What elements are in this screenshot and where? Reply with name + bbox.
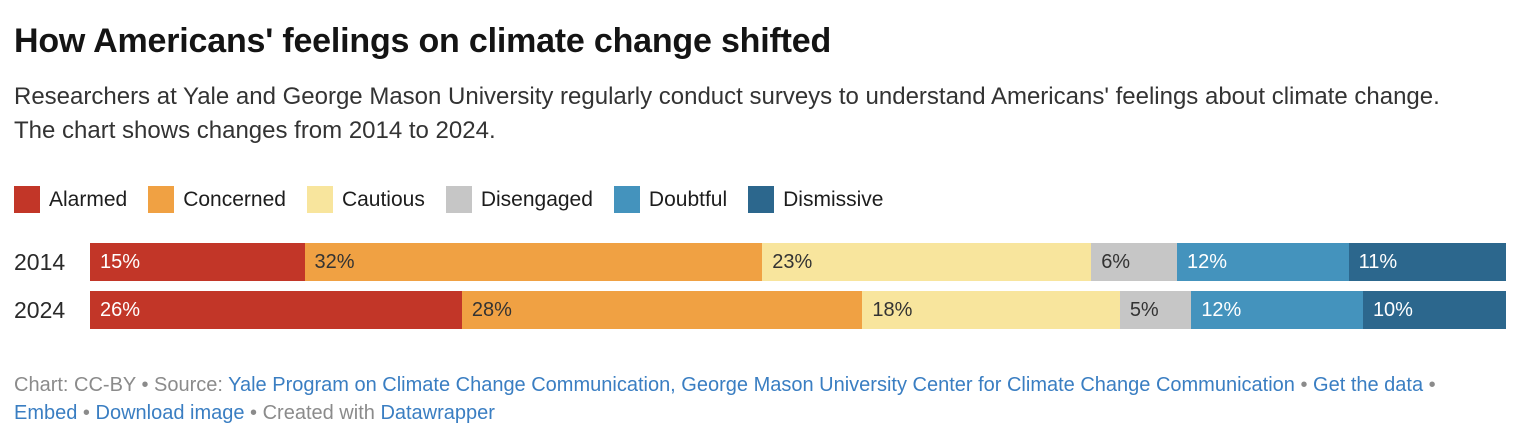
legend-item-dismissive: Dismissive: [748, 186, 883, 213]
chart-title: How Americans' feelings on climate chang…: [14, 22, 832, 60]
footer-text: •: [1423, 374, 1436, 396]
legend-label: Concerned: [183, 187, 286, 211]
bar-value-label: 12%: [1187, 251, 1228, 273]
legend-item-concerned: Concerned: [148, 186, 286, 213]
bar-segment-cautious[interactable]: 23%: [762, 243, 1092, 281]
footer-text: •: [1294, 374, 1314, 396]
bar-row-2014: 2014 15% 32% 23% 6% 12% 11%: [14, 243, 1506, 281]
bar-value-label: 6%: [1101, 251, 1131, 273]
legend-label: Alarmed: [49, 187, 128, 211]
bar-value-label: 10%: [1372, 299, 1413, 321]
footer-text: •: [77, 402, 96, 424]
legend-item-disengaged: Disengaged: [445, 186, 593, 213]
legend-swatch-alarmed-icon: [14, 186, 40, 213]
legend-swatch-disengaged-icon: [445, 186, 472, 213]
legend: Alarmed Concerned Cautious Disengaged Doubtf…: [14, 186, 1506, 213]
datawrapper-link[interactable]: Datawrapper: [380, 402, 495, 424]
bar-value-label: 18%: [872, 299, 913, 321]
footer-text: Chart: CC-BY • Source:: [14, 374, 229, 396]
chart-description: Researchers at Yale and George Mason Uni…: [14, 83, 1440, 144]
bar-segment-alarmed[interactable]: 15%: [90, 243, 305, 281]
bar-segment-concerned[interactable]: 28%: [461, 291, 863, 329]
row-label: 2014: [14, 248, 66, 275]
get-the-data-link[interactable]: Get the data: [1313, 374, 1424, 396]
bar-segment-alarmed[interactable]: 26%: [90, 291, 462, 329]
embed-link[interactable]: Embed: [14, 402, 78, 424]
bar-segment-concerned[interactable]: 32%: [304, 243, 763, 281]
bar-segment-dismissive[interactable]: 11%: [1348, 243, 1506, 281]
legend-item-cautious: Cautious: [306, 186, 425, 213]
bar-segment-disengaged[interactable]: 6%: [1091, 243, 1177, 281]
bar-value-label: 11%: [1358, 251, 1398, 273]
bar-row-2024: 2024 26% 28% 18% 5% 12% 10%: [14, 291, 1506, 329]
bar-value-label: 28%: [471, 299, 512, 321]
legend-swatch-cautious-icon: [306, 186, 333, 213]
bar-segment-doubtful[interactable]: 12%: [1177, 243, 1349, 281]
download-image-link[interactable]: Download image: [95, 402, 245, 424]
stacked-bar: 15% 32% 23% 6% 12% 11%: [90, 243, 1506, 281]
bar-value-label: 32%: [314, 251, 355, 273]
bar-value-label: 26%: [100, 299, 141, 321]
legend-swatch-concerned-icon: [148, 186, 175, 213]
legend-item-alarmed: Alarmed: [14, 186, 127, 213]
bar-value-label: 5%: [1129, 299, 1159, 321]
bar-segment-doubtful[interactable]: 12%: [1191, 291, 1363, 329]
stacked-bar-chart: 2014 15% 32% 23% 6% 12% 11% 2024 26% 28% 18% 5% 12% 1…: [14, 243, 1506, 329]
stacked-bar: 26% 28% 18% 5% 12% 10%: [90, 291, 1506, 329]
legend-item-doubtful: Doubtful: [613, 186, 728, 213]
legend-swatch-dismissive-icon: [748, 186, 775, 213]
footer: Chart: CC-BY • Source: Yale Program on C…: [14, 371, 1494, 427]
bar-value-label: 23%: [772, 251, 813, 273]
legend-label: Disengaged: [480, 187, 593, 211]
bar-segment-cautious[interactable]: 18%: [862, 291, 1120, 329]
bar-segment-disengaged[interactable]: 5%: [1119, 291, 1192, 329]
bar-value-label: 12%: [1201, 299, 1242, 321]
bar-segment-dismissive[interactable]: 10%: [1362, 291, 1506, 329]
legend-swatch-doubtful-icon: [613, 186, 640, 213]
footer-text: • Created with: [244, 402, 381, 424]
source-link[interactable]: Yale Program on Climate Change Communica…: [228, 374, 1295, 396]
bar-value-label: 15%: [100, 251, 141, 273]
legend-label: Cautious: [341, 187, 425, 211]
legend-label: Doubtful: [648, 187, 728, 211]
legend-label: Dismissive: [783, 187, 884, 211]
row-label: 2024: [14, 296, 66, 323]
